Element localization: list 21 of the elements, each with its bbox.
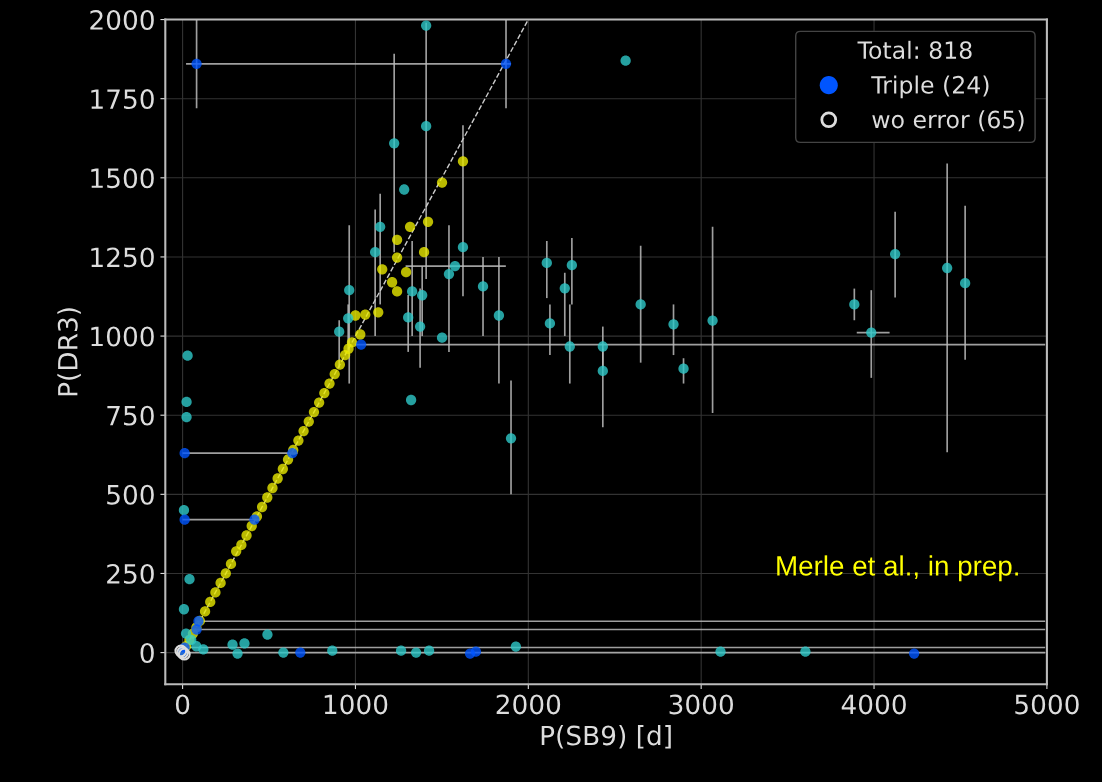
x-axis-title: P(SB9) [d] [541, 725, 671, 749]
y-tick-label: 1250 [91, 247, 154, 268]
x-tick-label: 5000 [1015, 694, 1079, 715]
x-tick-label: 4000 [841, 694, 906, 715]
x-tick-label: 3000 [669, 694, 733, 715]
annotation: Merle et al., in prep. [777, 555, 1018, 582]
x-tick-label: 2000 [496, 694, 561, 715]
x-tick-label: 0 [175, 694, 190, 715]
y-tick-label: 1500 [91, 168, 154, 189]
y-tick-label: 1000 [91, 326, 154, 347]
legend-label: wo error (65) [872, 110, 1024, 132]
legend-label: Triple (24) [871, 75, 989, 99]
y-tick-label: 250 [107, 563, 154, 584]
y-tick-label: 750 [107, 405, 154, 426]
y-tick-label: 500 [107, 484, 154, 505]
y-axis-title: P(DR3) [57, 308, 81, 396]
y-tick-label: 1750 [91, 89, 154, 110]
x-tick-label: 1000 [324, 694, 388, 715]
y-tick-label: 0 [140, 643, 154, 663]
legend-title: Total: 818 [857, 40, 972, 60]
y-tick-label: 2000 [90, 9, 154, 30]
